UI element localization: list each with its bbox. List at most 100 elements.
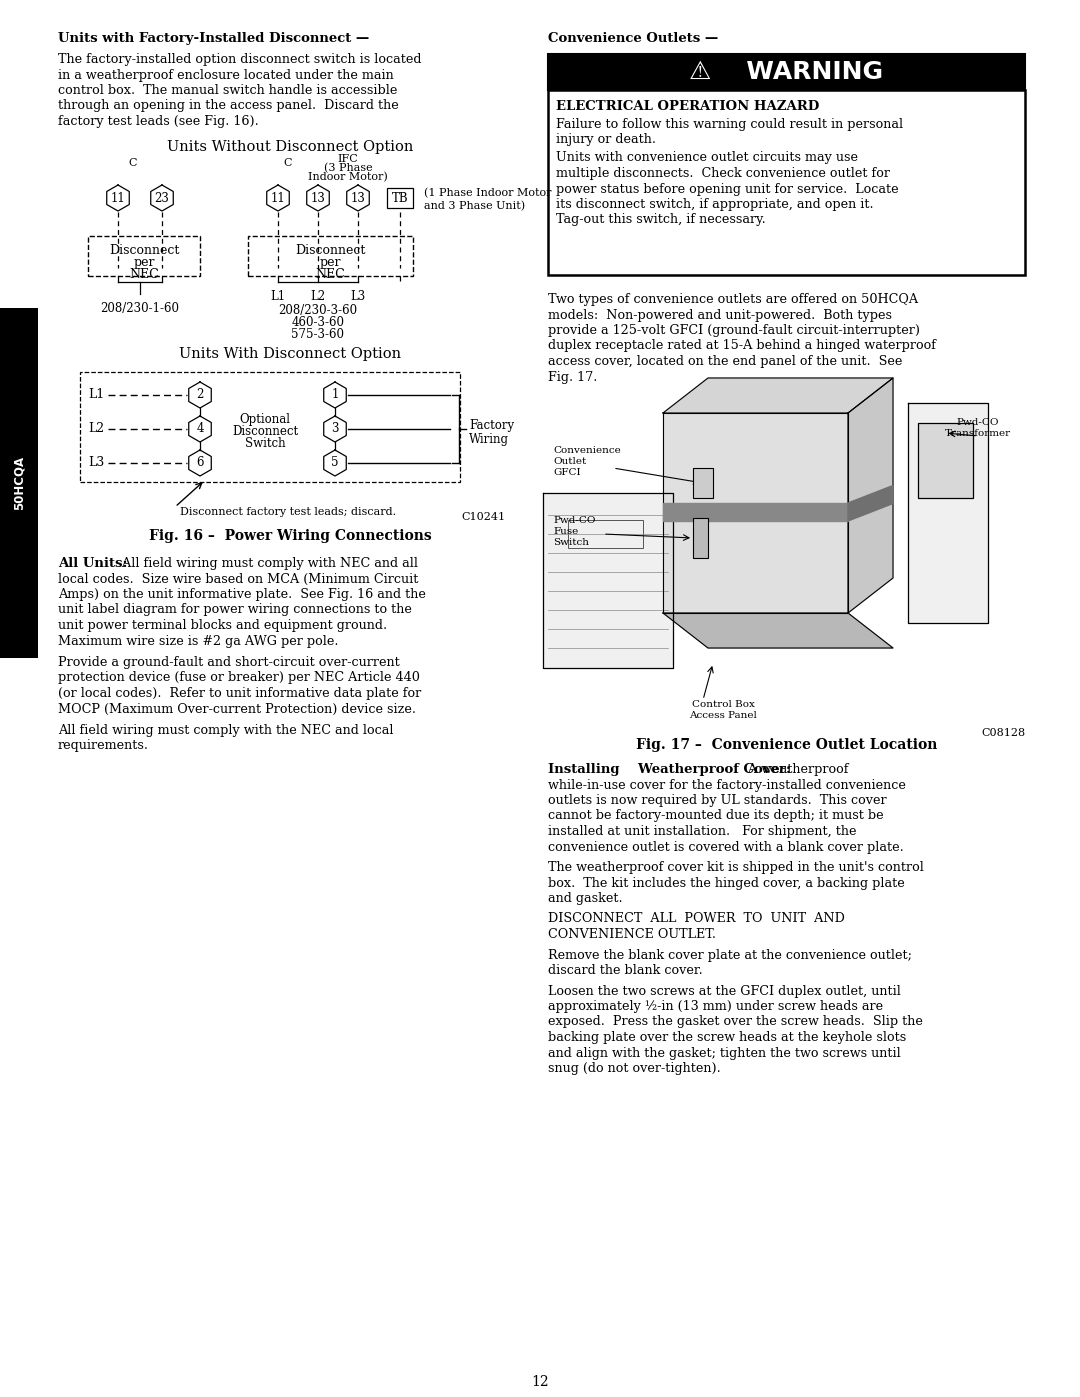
Text: 2: 2	[197, 388, 204, 401]
Text: CONVENIENCE OUTLET.: CONVENIENCE OUTLET.	[548, 928, 716, 942]
Text: box.  The kit includes the hinged cover, a backing plate: box. The kit includes the hinged cover, …	[548, 876, 905, 890]
Text: All field wiring must comply with the NEC and local: All field wiring must comply with the NE…	[58, 724, 393, 738]
Text: The weatherproof cover kit is shipped in the unit's control: The weatherproof cover kit is shipped in…	[548, 861, 923, 875]
Polygon shape	[543, 493, 673, 668]
Text: NEC: NEC	[130, 268, 159, 281]
Polygon shape	[324, 450, 347, 476]
Text: Access Panel: Access Panel	[689, 711, 757, 719]
Text: Fig. 17 –  Convenience Outlet Location: Fig. 17 – Convenience Outlet Location	[636, 738, 937, 752]
Text: Pwd-CO: Pwd-CO	[957, 418, 999, 427]
Text: ELECTRICAL OPERATION HAZARD: ELECTRICAL OPERATION HAZARD	[556, 101, 820, 113]
Text: The factory-installed option disconnect switch is located: The factory-installed option disconnect …	[58, 53, 421, 66]
Text: MOCP (Maximum Over-current Protection) device size.: MOCP (Maximum Over-current Protection) d…	[58, 703, 416, 715]
Text: Outlet: Outlet	[553, 457, 586, 467]
Text: snug (do not over-tighten).: snug (do not over-tighten).	[548, 1062, 720, 1076]
Text: (3 Phase: (3 Phase	[324, 163, 373, 173]
Text: models:  Non-powered and unit-powered.  Both types: models: Non-powered and unit-powered. Bo…	[548, 309, 892, 321]
Text: approximately ½-in (13 mm) under screw heads are: approximately ½-in (13 mm) under screw h…	[548, 1000, 883, 1013]
Text: 12: 12	[531, 1375, 549, 1389]
Text: outlets is now required by UL standards.  This cover: outlets is now required by UL standards.…	[548, 793, 887, 807]
Text: Pwd-CO: Pwd-CO	[553, 515, 595, 525]
Text: cannot be factory-mounted due its depth; it must be: cannot be factory-mounted due its depth;…	[548, 809, 883, 823]
Polygon shape	[663, 503, 848, 521]
Text: access cover, located on the end panel of the unit.  See: access cover, located on the end panel o…	[548, 355, 903, 367]
Text: protection device (fuse or breaker) per NEC Article 440: protection device (fuse or breaker) per …	[58, 672, 420, 685]
Text: 460-3-60: 460-3-60	[292, 316, 345, 330]
Text: 4: 4	[197, 422, 204, 436]
Text: Remove the blank cover plate at the convenience outlet;: Remove the blank cover plate at the conv…	[548, 949, 912, 961]
Text: Units with convenience outlet circuits may use: Units with convenience outlet circuits m…	[556, 151, 858, 165]
Text: in a weatherproof enclosure located under the main: in a weatherproof enclosure located unde…	[58, 68, 394, 81]
Text: exposed.  Press the gasket over the screw heads.  Slip the: exposed. Press the gasket over the screw…	[548, 1016, 923, 1028]
Text: 6: 6	[197, 457, 204, 469]
Text: Switch: Switch	[553, 538, 589, 548]
Polygon shape	[324, 381, 347, 408]
Polygon shape	[908, 402, 988, 623]
Text: through an opening in the access panel.  Discard the: through an opening in the access panel. …	[58, 99, 399, 113]
Text: C: C	[283, 158, 292, 168]
Text: DISCONNECT  ALL  POWER  TO  UNIT  AND: DISCONNECT ALL POWER TO UNIT AND	[548, 912, 845, 925]
Text: All Units:: All Units:	[58, 557, 127, 570]
Text: provide a 125-volt GFCI (ground-fault circuit-interrupter): provide a 125-volt GFCI (ground-fault ci…	[548, 324, 920, 337]
Text: Installing    Weatherproof Cover:: Installing Weatherproof Cover:	[548, 763, 791, 775]
Text: and gasket.: and gasket.	[548, 893, 623, 905]
Text: 11: 11	[271, 191, 285, 204]
Text: Tag-out this switch, if necessary.: Tag-out this switch, if necessary.	[556, 214, 766, 226]
Text: 50HCQA: 50HCQA	[13, 455, 26, 510]
Text: while-in-use cover for the factory-installed convenience: while-in-use cover for the factory-insta…	[548, 778, 906, 792]
Text: L3: L3	[350, 291, 366, 303]
Text: L2: L2	[310, 291, 325, 303]
Bar	[248, 236, 413, 277]
Text: duplex receptacle rated at 15-A behind a hinged waterproof: duplex receptacle rated at 15-A behind a…	[548, 339, 936, 352]
Text: convenience outlet is covered with a blank cover plate.: convenience outlet is covered with a bla…	[548, 841, 904, 854]
Text: factory test leads (see Fig. 16).: factory test leads (see Fig. 16).	[58, 115, 259, 129]
Text: Transformer: Transformer	[945, 429, 1011, 439]
Polygon shape	[189, 450, 212, 476]
Text: Failure to follow this warning could result in personal: Failure to follow this warning could res…	[556, 117, 903, 131]
Bar	[387, 189, 413, 208]
Text: per: per	[320, 256, 341, 270]
Text: Fig. 17.: Fig. 17.	[548, 370, 597, 384]
Text: C: C	[129, 158, 136, 168]
Bar	[80, 372, 460, 482]
Text: Disconnect factory test leads; discard.: Disconnect factory test leads; discard.	[180, 507, 396, 517]
Text: requirements.: requirements.	[58, 739, 149, 753]
Text: TB: TB	[392, 191, 408, 204]
Text: Units With Disconnect Option: Units With Disconnect Option	[179, 346, 401, 360]
Text: injury or death.: injury or death.	[556, 134, 656, 147]
Text: Amps) on the unit informative plate.  See Fig. 16 and the: Amps) on the unit informative plate. See…	[58, 588, 426, 601]
Bar	[693, 518, 708, 557]
Text: Maximum wire size is #2 ga AWG per pole.: Maximum wire size is #2 ga AWG per pole.	[58, 634, 338, 647]
Text: multiple disconnects.  Check convenience outlet for: multiple disconnects. Check convenience …	[556, 168, 890, 180]
Polygon shape	[663, 414, 848, 613]
Text: 23: 23	[154, 191, 170, 204]
Text: power status before opening unit for service.  Locate: power status before opening unit for ser…	[556, 183, 899, 196]
Bar	[0, 307, 38, 658]
Polygon shape	[189, 416, 212, 441]
Text: Provide a ground-fault and short-circuit over-current: Provide a ground-fault and short-circuit…	[58, 657, 400, 669]
Text: Loosen the two screws at the GFCI duplex outlet, until: Loosen the two screws at the GFCI duplex…	[548, 985, 901, 997]
Polygon shape	[848, 379, 893, 613]
Text: 5: 5	[332, 457, 339, 469]
Text: Disconnect: Disconnect	[232, 425, 298, 439]
Text: installed at unit installation.   For shipment, the: installed at unit installation. For ship…	[548, 826, 856, 838]
Text: Disconnect: Disconnect	[295, 244, 366, 257]
Text: L1: L1	[87, 388, 105, 401]
Text: Indoor Motor): Indoor Motor)	[308, 172, 388, 183]
Polygon shape	[267, 184, 289, 211]
Text: (1 Phase Indoor Motor: (1 Phase Indoor Motor	[424, 189, 552, 198]
Text: unit label diagram for power wiring connections to the: unit label diagram for power wiring conn…	[58, 604, 411, 616]
Text: 13: 13	[311, 191, 325, 204]
Text: A weatherproof: A weatherproof	[740, 763, 849, 775]
Text: and align with the gasket; tighten the two screws until: and align with the gasket; tighten the t…	[548, 1046, 901, 1059]
Polygon shape	[107, 184, 130, 211]
Text: discard the blank cover.: discard the blank cover.	[548, 964, 703, 977]
Bar	[548, 54, 1025, 89]
Text: NEC: NEC	[315, 268, 346, 281]
Bar	[548, 89, 1025, 275]
Text: Convenience: Convenience	[553, 446, 621, 455]
Text: C08128: C08128	[981, 728, 1025, 738]
Text: IFC: IFC	[338, 154, 359, 163]
Text: Convenience Outlets —: Convenience Outlets —	[548, 32, 718, 45]
Text: Factory: Factory	[469, 419, 514, 432]
